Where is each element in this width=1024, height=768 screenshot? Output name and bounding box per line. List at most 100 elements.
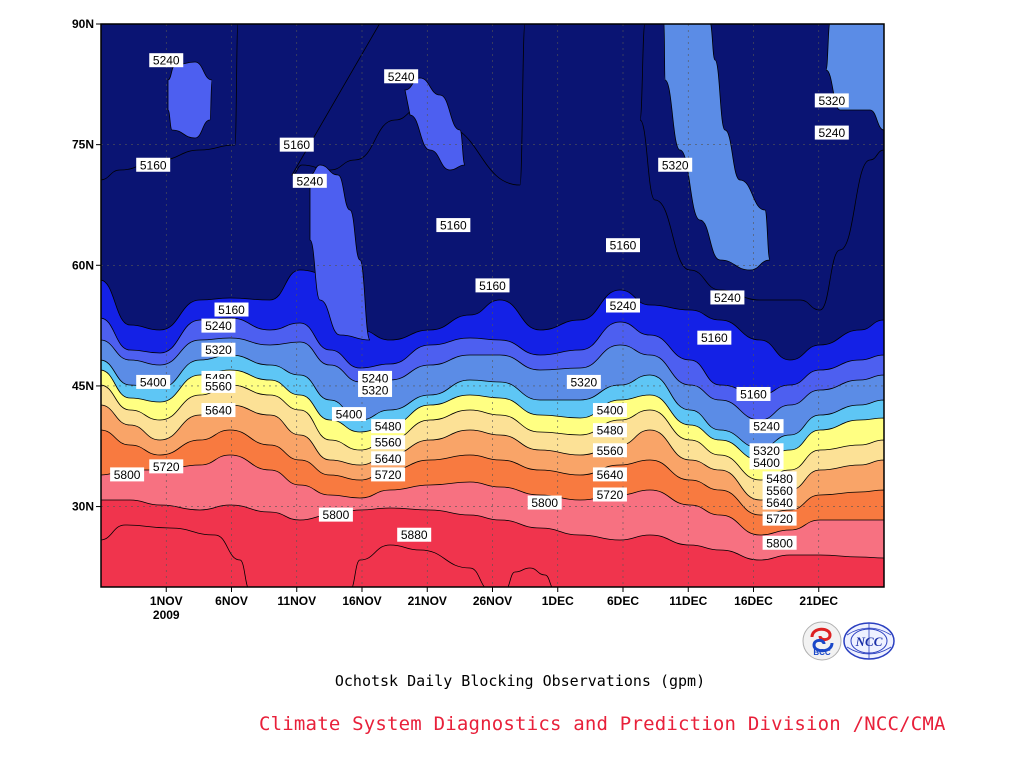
contour-label: 5320 [814, 93, 849, 108]
contour-label-text: 5400 [753, 456, 780, 470]
contour-label-text: 5560 [205, 379, 232, 393]
fill-5880-core [101, 524, 249, 587]
contour-label-text: 5240 [153, 54, 180, 68]
contour-label-text: 5160 [283, 138, 310, 152]
contour-label-text: 5800 [766, 536, 793, 550]
contour-label-text: 5480 [766, 472, 793, 486]
contour-label: 5720 [762, 511, 797, 526]
contour-label-text: 5560 [766, 484, 793, 498]
y-tick-label: 45N [72, 379, 94, 393]
fill-5880-core [351, 544, 486, 587]
contour-label-text: 5640 [375, 452, 402, 466]
x-tick-label: 26NOV [473, 594, 512, 608]
contour-label-text: 5640 [766, 496, 793, 510]
contour-label-text: 5160 [218, 303, 245, 317]
contour-label-text: 5800 [531, 496, 558, 510]
contour-label-text: 5320 [362, 383, 389, 397]
contour-label: 5240 [814, 125, 849, 140]
contour-label-text: 5240 [296, 174, 323, 188]
contour-label-text: 5320 [570, 375, 597, 389]
contour-label-text: 5400 [597, 404, 624, 418]
contour-label-text: 5400 [336, 408, 363, 422]
contour-label: 5640 [371, 451, 406, 466]
bcc-logo: BCC [802, 621, 842, 661]
y-tick-label: 60N [72, 258, 94, 272]
contour-label-text: 5720 [375, 468, 402, 482]
contour-label: 5800 [762, 535, 797, 550]
contour-label: 5160 [436, 218, 471, 233]
contour-label: 5160 [736, 386, 771, 401]
contour-label-text: 5800 [114, 468, 141, 482]
contour-label: 5320 [201, 342, 236, 357]
contour-label-text: 5240 [714, 291, 741, 305]
contour-label: 5160 [214, 302, 249, 317]
ncc-logo: NCC [843, 622, 895, 660]
contour-label: 5640 [762, 495, 797, 510]
contour-label-text: 5160 [479, 279, 506, 293]
contour-labels: 5240524053205240516051605240532051605160… [110, 53, 849, 550]
contour-label-text: 5160 [701, 331, 728, 345]
y-tick-label: 90N [72, 17, 94, 31]
contour-label: 5400 [592, 403, 627, 418]
svg-text:NCC: NCC [855, 634, 883, 649]
contour-label-text: 5880 [401, 528, 428, 542]
contour-label: 5240 [201, 318, 236, 333]
contour-label-text: 5320 [662, 158, 689, 172]
x-year-label: 2009 [153, 608, 180, 622]
contour-label-text: 5400 [140, 375, 167, 389]
contour-label: 5240 [606, 298, 640, 313]
contour-label: 5320 [658, 157, 693, 172]
contour-label: 5240 [292, 173, 327, 188]
contour-label: 5160 [697, 330, 732, 345]
contour-label: 5560 [371, 435, 406, 450]
contour-label: 5480 [762, 471, 797, 486]
contour-label-text: 5720 [597, 488, 624, 502]
fill-5880-core [507, 567, 553, 587]
y-tick-label: 75N [72, 138, 94, 152]
contour-label-text: 5160 [140, 158, 167, 172]
contour-label: 5400 [331, 407, 366, 422]
fill-north-feature [404, 77, 466, 171]
contour-label-text: 5560 [375, 436, 402, 450]
contour-label-text: 5320 [205, 343, 232, 357]
contour-label-text: 5160 [440, 219, 467, 233]
contour-label-text: 5720 [153, 460, 180, 474]
contour-label: 5560 [762, 483, 797, 498]
x-tick-label: 16NOV [342, 594, 381, 608]
contour-label: 5640 [592, 467, 627, 482]
x-tick-label: 16DEC [734, 594, 773, 608]
contour-label: 5240 [149, 53, 184, 68]
contour-label: 5480 [371, 419, 406, 434]
contour-label: 5320 [358, 382, 393, 397]
contour-label: 5160 [475, 278, 510, 293]
x-tick-label: 1NOV [150, 594, 183, 608]
contour-label-text: 5240 [818, 126, 845, 140]
contour-label-text: 5320 [753, 444, 780, 458]
contour-label-text: 5720 [766, 512, 793, 526]
contour-label: 5880 [397, 527, 432, 542]
contour-label: 5320 [749, 443, 784, 458]
contour-label: 5320 [566, 374, 601, 389]
contour-label: 5160 [279, 137, 314, 152]
contour-label: 5800 [110, 467, 145, 482]
chart-title: Ochotsk Daily Blocking Observations (gpm… [334, 672, 706, 690]
x-tick-label: 11NOV [277, 594, 316, 608]
contour-label-text: 5560 [597, 444, 624, 458]
contour-label-text: 5240 [362, 371, 389, 385]
contour-label: 5240 [710, 290, 745, 305]
x-tick-label: 6DEC [607, 594, 639, 608]
x-tick-label: 6NOV [215, 594, 248, 608]
contour-label: 5800 [527, 495, 562, 510]
contour-label-text: 5320 [818, 94, 845, 108]
contour-label: 5240 [749, 419, 784, 434]
contour-label-text: 5800 [323, 508, 350, 522]
contour-label: 5160 [136, 157, 171, 172]
contour-label: 5560 [592, 443, 627, 458]
y-axis: 30N 45N 60N 75N 90N [72, 17, 101, 514]
contour-label-text: 5240 [205, 319, 232, 333]
svg-text:BCC: BCC [813, 648, 831, 657]
y-tick-label: 30N [72, 500, 94, 514]
fill-north-feature [663, 24, 771, 271]
contour-label: 5160 [606, 238, 640, 253]
grid-lines [101, 24, 884, 587]
